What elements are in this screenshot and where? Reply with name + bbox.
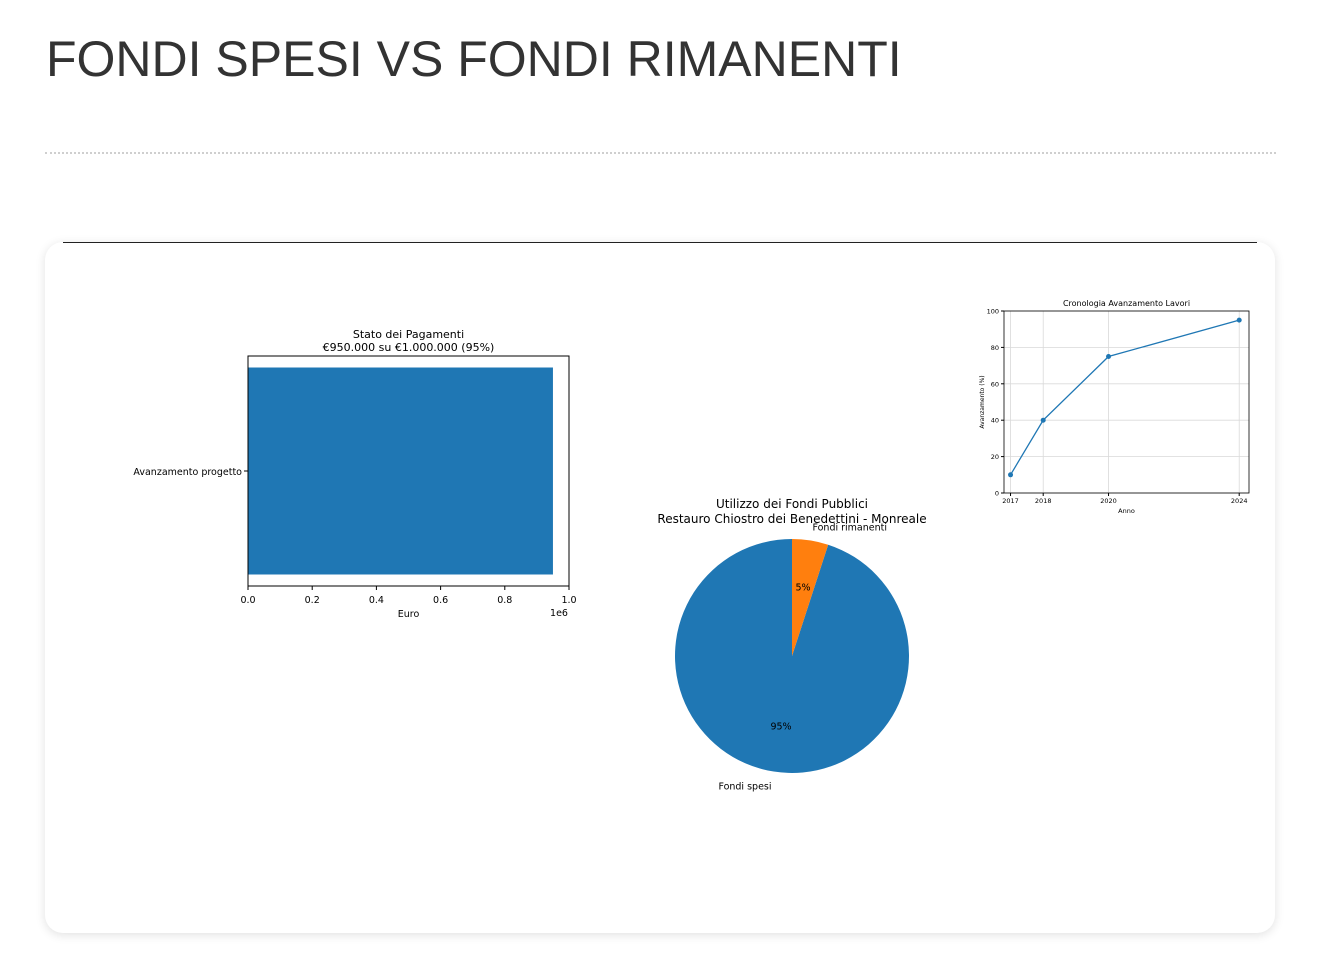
- pie-slice-label: Fondi spesi: [718, 781, 771, 792]
- bar-xtick-label: 0.8: [497, 595, 512, 606]
- pie-slice-spent: [675, 539, 910, 773]
- pie-slice-label: Fondi rimanenti: [812, 523, 887, 534]
- progress-point: [1008, 472, 1014, 478]
- progress-point: [1236, 317, 1242, 323]
- title-divider: [45, 152, 1276, 154]
- line-xlabel: Anno: [1118, 507, 1135, 515]
- line-ytick-label: 40: [991, 417, 999, 425]
- charts-card: Stato dei Pagamenti €950.000 su €1.000.00…: [45, 242, 1275, 933]
- progress-point: [1040, 417, 1046, 423]
- line-ytick-label: 0: [995, 490, 999, 498]
- bar-category-label: Avanzamento progetto: [133, 467, 242, 478]
- bar-chart-title: Stato dei Pagamenti: [353, 328, 464, 341]
- line-chart-frame: [1003, 310, 1250, 494]
- bar-xlabel: Euro: [398, 609, 420, 620]
- page-title: FONDI SPESI VS FONDI RIMANENTI: [46, 31, 902, 87]
- line-ytick-label: 80: [991, 344, 999, 352]
- pie-chart-title: Utilizzo dei Fondi Pubblici: [716, 497, 868, 511]
- line-xtick-label: 2024: [1231, 497, 1248, 505]
- pie-pct-label: 5%: [795, 583, 810, 594]
- bar-xtick-label: 0.2: [305, 595, 320, 606]
- bar-chart-subtitle: €950.000 su €1.000.000 (95%): [323, 341, 495, 354]
- pie-slice-remaining: [792, 539, 829, 656]
- pie-chart-subtitle: Restauro Chiostro dei Benedettini - Monr…: [657, 512, 926, 526]
- line-ylabel: Avanzamento (%): [979, 375, 986, 428]
- progress-point: [1106, 354, 1112, 359]
- line-xtick-label: 2018: [1035, 497, 1052, 505]
- bar-xtick-label: 1.0: [561, 595, 576, 606]
- progress-line: [1009, 319, 1240, 476]
- line-ytick-label: 20: [991, 453, 999, 461]
- card-top-border: [63, 242, 1257, 243]
- bar-x-offset-label: 1e6: [550, 608, 568, 619]
- bar-xtick-label: 0.0: [240, 595, 255, 606]
- charts-canvas: Stato dei Pagamenti€950.000 su €1.000.00…: [133, 299, 1250, 792]
- line-ytick-label: 100: [987, 308, 999, 316]
- line-xtick-label: 2017: [1002, 497, 1019, 505]
- payment-bar: [248, 367, 553, 575]
- bar-xtick-label: 0.6: [433, 595, 448, 606]
- bar-xtick-label: 0.4: [369, 595, 384, 606]
- line-xtick-label: 2020: [1100, 497, 1117, 505]
- line-ytick-label: 60: [991, 380, 999, 388]
- line-chart-title: Cronologia Avanzamento Lavori: [1063, 299, 1190, 308]
- pie-pct-label: 95%: [770, 721, 791, 732]
